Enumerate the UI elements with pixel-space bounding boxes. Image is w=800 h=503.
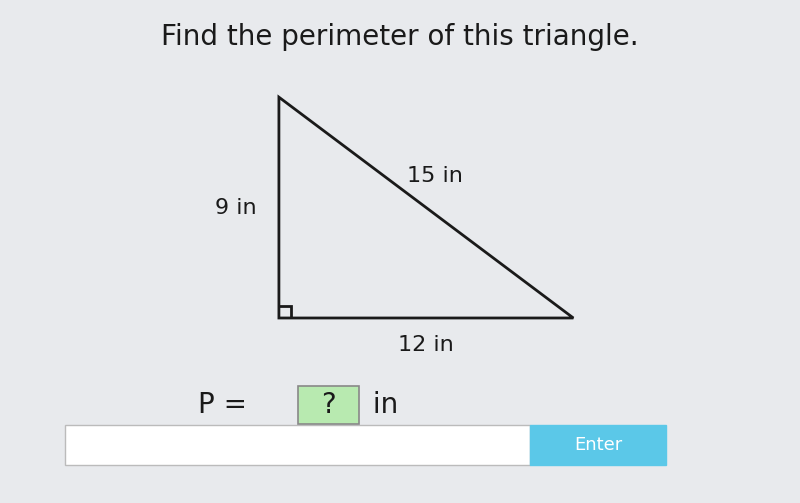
FancyBboxPatch shape bbox=[298, 386, 359, 424]
Text: 12 in: 12 in bbox=[398, 335, 454, 355]
Text: ?: ? bbox=[322, 391, 336, 419]
FancyBboxPatch shape bbox=[65, 425, 530, 465]
Text: in: in bbox=[364, 391, 398, 419]
Text: P =: P = bbox=[198, 391, 256, 419]
Text: 15 in: 15 in bbox=[406, 165, 462, 186]
Text: Find the perimeter of this triangle.: Find the perimeter of this triangle. bbox=[161, 23, 639, 51]
Text: Enter: Enter bbox=[574, 436, 622, 454]
Text: 9 in: 9 in bbox=[215, 198, 257, 218]
FancyBboxPatch shape bbox=[530, 425, 666, 465]
Polygon shape bbox=[279, 97, 574, 318]
